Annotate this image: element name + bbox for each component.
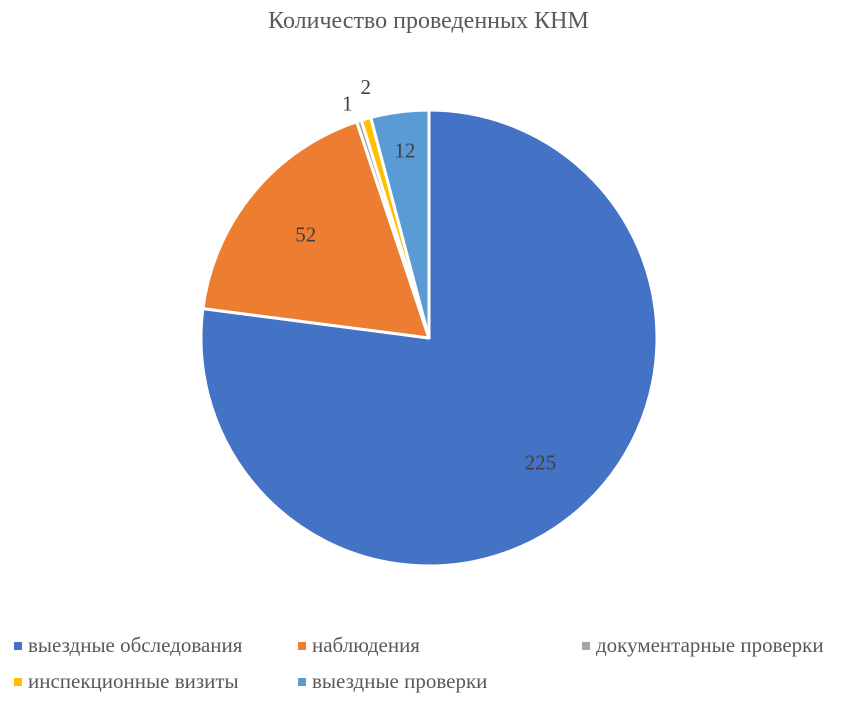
pie-slice [201,120,431,340]
data-label: 1 [342,91,353,115]
chart-title: Количество проведенных КНМ [268,8,589,34]
data-label: 12 [394,138,415,162]
data-label: 2 [361,75,372,99]
data-label: 225 [525,451,557,475]
data-label: 52 [295,222,316,246]
pie-slice [199,108,659,568]
pie-slice [369,108,431,340]
